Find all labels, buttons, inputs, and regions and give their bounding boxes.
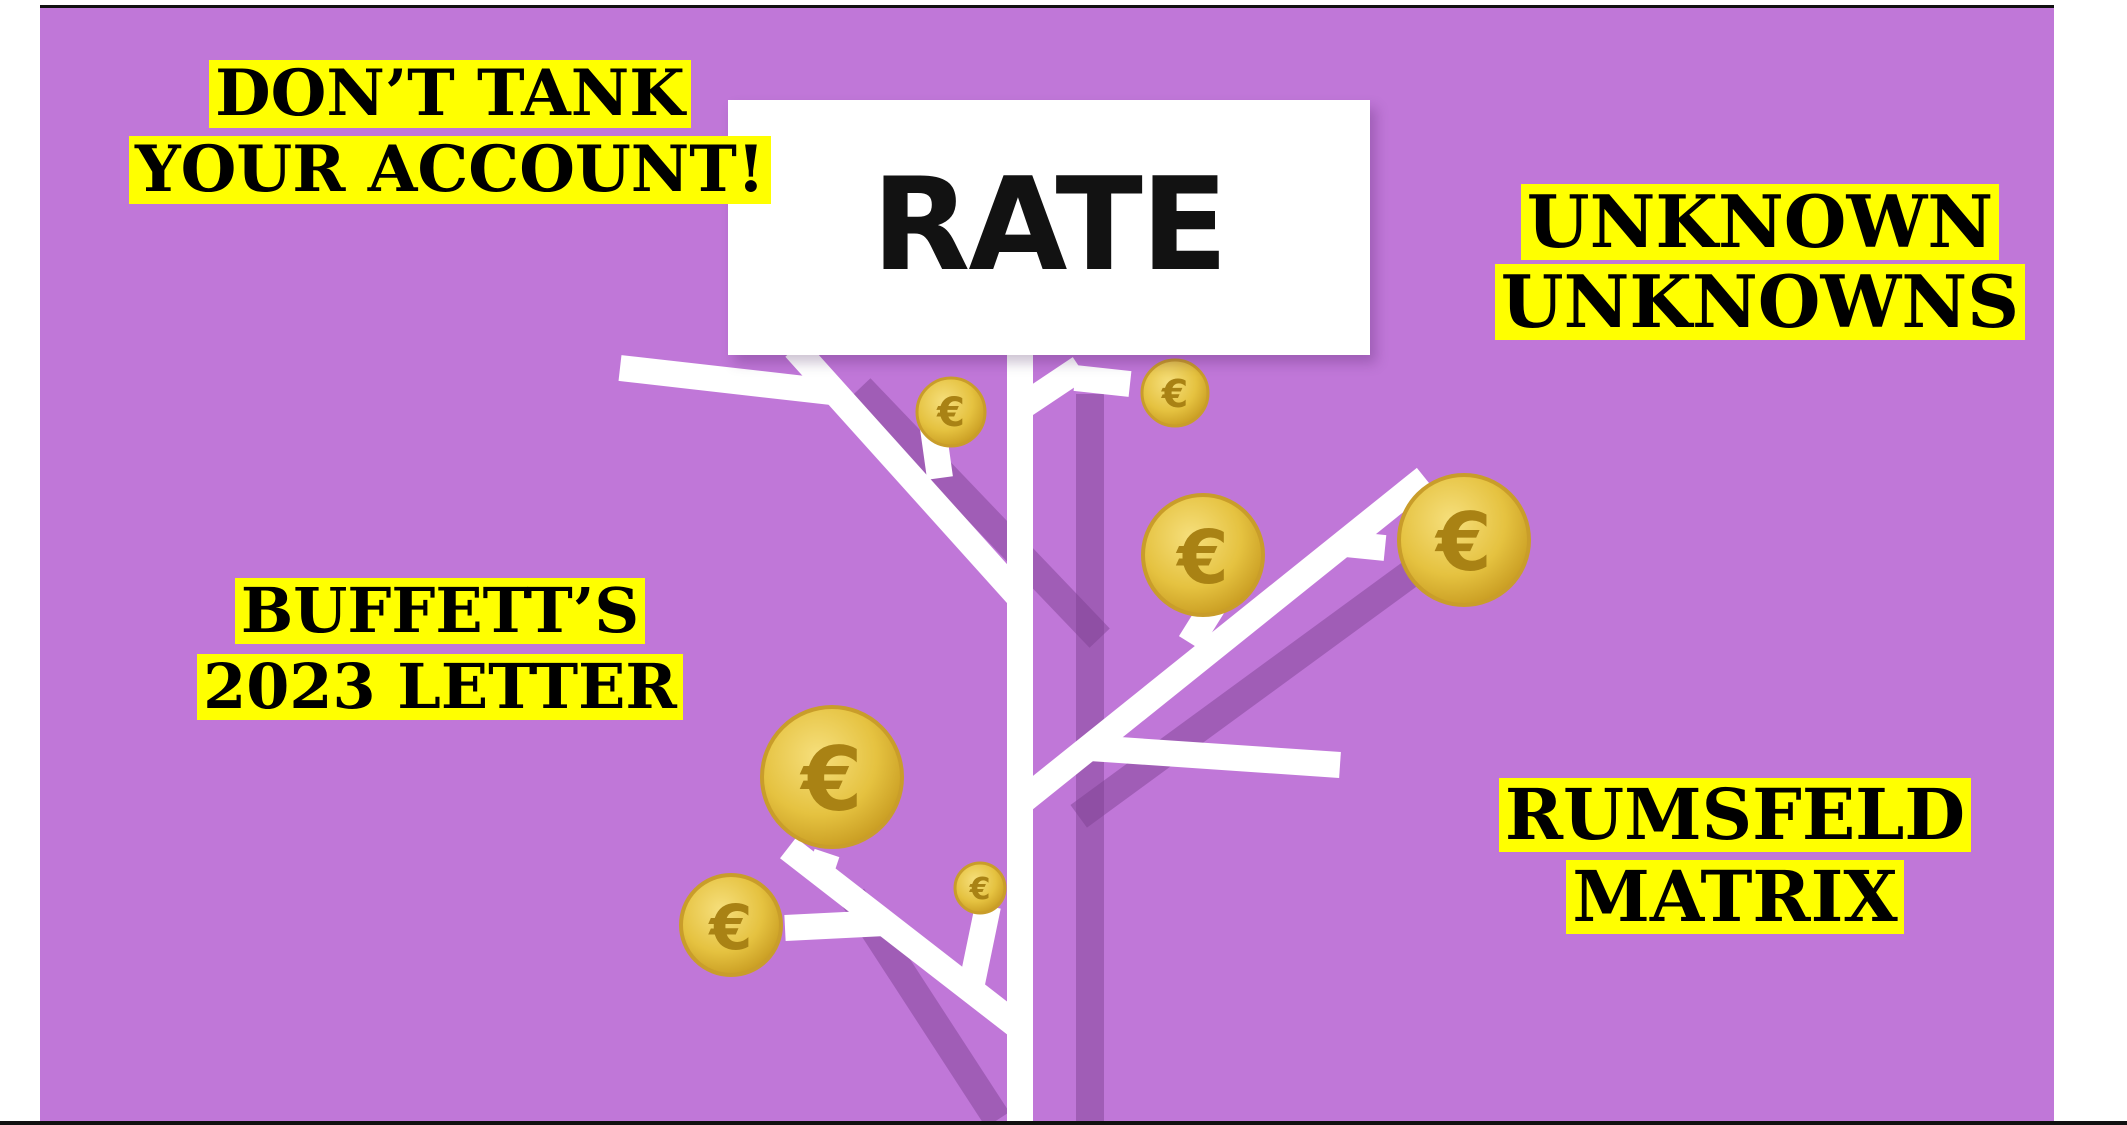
caption-line: YOUR ACCOUNT! <box>128 136 772 204</box>
euro-coin-icon: € <box>760 705 904 849</box>
caption-line: 2023 LETTER <box>197 654 683 720</box>
caption-line: UNKNOWNS <box>1494 264 2026 340</box>
bottom-border <box>0 1121 2127 1125</box>
svg-text:€: € <box>1434 496 1492 589</box>
caption-line: BUFFETT’S <box>234 578 646 644</box>
rate-sign: RATE <box>728 100 1370 355</box>
rate-sign-text: RATE <box>871 151 1228 300</box>
caption-line: DON’T TANK <box>209 60 691 128</box>
svg-text:€: € <box>1175 515 1229 601</box>
svg-text:€: € <box>707 891 752 964</box>
purple-background: € € € € € € € <box>40 5 2054 1125</box>
euro-coin-icon: € <box>915 376 987 448</box>
tree-branches <box>618 339 1434 1125</box>
euro-coin-icon: € <box>679 873 783 977</box>
svg-text:€: € <box>1161 372 1188 416</box>
tree-shadow <box>840 378 1445 1125</box>
money-tree-illustration: € € € € € € € <box>618 339 1531 1125</box>
euro-coin-icon: € <box>1141 493 1265 617</box>
euro-coin-icon: € <box>953 861 1007 915</box>
svg-text:€: € <box>799 728 862 831</box>
euro-coin-icon: € <box>1140 358 1210 428</box>
caption-rumsfeld-matrix: RUMSFELD MATRIX <box>1470 778 2000 942</box>
caption-line: MATRIX <box>1566 860 1904 934</box>
caption-unknown-unknowns: UNKNOWN UNKNOWNS <box>1440 184 2054 344</box>
svg-text:€: € <box>936 390 965 436</box>
caption-line: RUMSFELD <box>1498 778 1972 852</box>
caption-buffetts-2023-letter: BUFFETT’S 2023 LETTER <box>170 578 710 730</box>
caption-line: UNKNOWN <box>1520 184 2000 260</box>
svg-text:€: € <box>969 872 991 907</box>
euro-coin-icon: € <box>1397 473 1531 607</box>
caption-dont-tank-your-account: DON’T TANK YOUR ACCOUNT! <box>60 60 840 212</box>
